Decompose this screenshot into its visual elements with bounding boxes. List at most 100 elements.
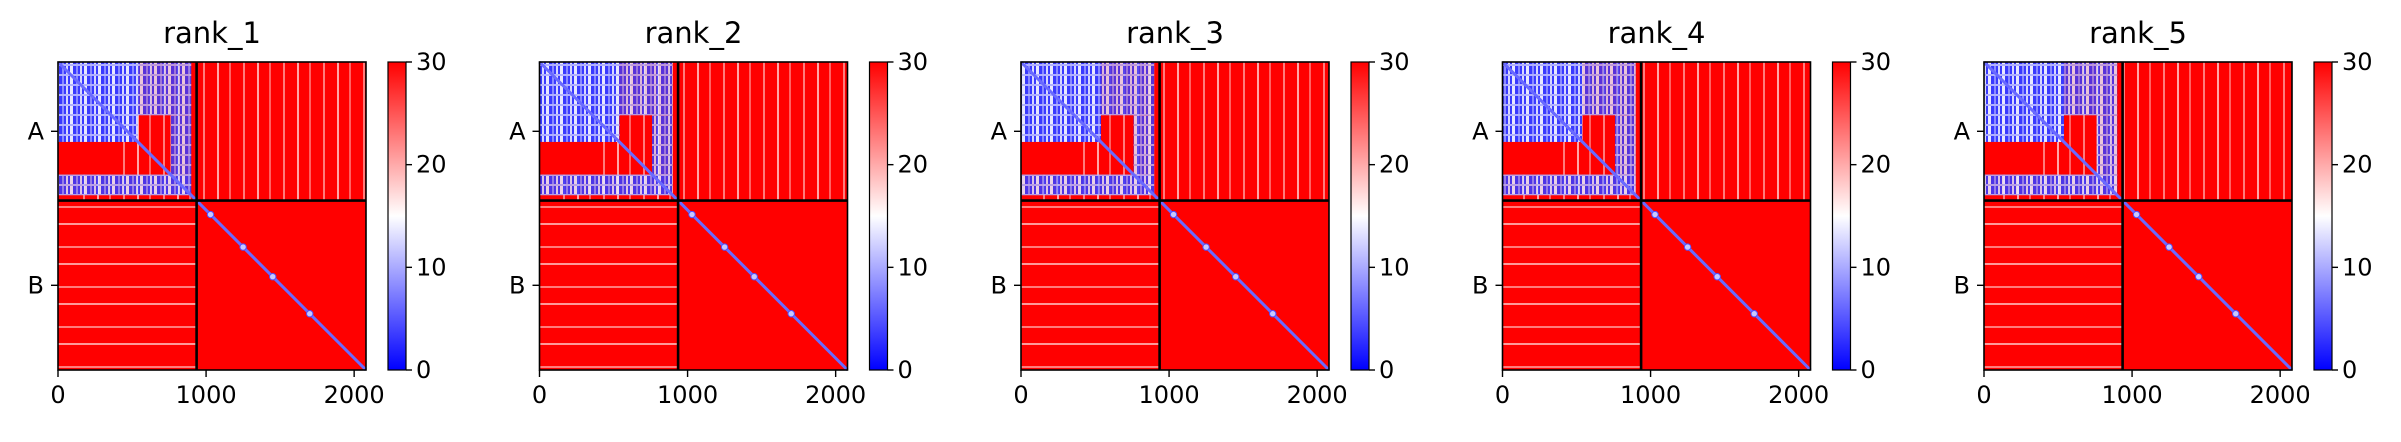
chain-a-upper-right [619,62,673,116]
chain-a-right-band [1615,115,1636,175]
diagonal-point-1 [206,210,215,219]
diagonal-point-3 [1232,273,1240,281]
diagonal-point-2 [720,243,729,251]
diagonal-point-2 [239,243,247,251]
chain-a-right-band [2096,115,2118,175]
heatmap-panel-3: rank_3 A B 0 1000 2000 0 10 20 30 [991,16,1410,409]
colorbar [868,61,889,371]
chain-a-gap [539,141,593,175]
colorbar-tick-label: 0 [898,356,913,384]
diagonal-point-1 [688,210,696,219]
colorbar-tick-label: 0 [416,356,431,384]
diagonal-point-3 [2195,273,2203,281]
panel-title: rank_3 [1126,16,1224,50]
chain-a-gap [1502,141,1556,175]
chain-a-bottom-band [1984,174,2118,196]
diagonal-point-4 [306,310,314,318]
x-tick-label: 0 [532,381,547,409]
chain-a-right-band [170,115,192,175]
x-tick-label: 2000 [1768,381,1829,409]
offdiag-stripes-lower [1021,200,1160,370]
y-tick-label: A [1954,117,1971,145]
colorbar-tick-label: 0 [2342,356,2357,384]
diagonal-point-1 [1169,210,1178,219]
chain-a-bottom-band [1021,174,1155,196]
diagonal-point-4 [787,310,795,318]
chain-a-bottom-band [1502,174,1636,196]
axes-frame [1020,61,1330,371]
heatmap-panel-5: rank_5 A B 0 1000 2000 0 10 20 30 [1954,16,2373,409]
diagonal-point-4 [1269,310,1277,318]
y-tick-label: B [28,271,44,299]
diagonal-point-2 [2165,243,2173,251]
colorbar [1831,61,1852,371]
colorbar-tick-label: 20 [1861,151,1892,179]
offdiag-stripes-lower [58,200,197,370]
offdiag-stripes-lower [539,200,679,370]
diagonal-point-2 [1202,243,1210,251]
chain-a-bottom-band [58,174,192,196]
chain-a-right-band [652,115,673,175]
colorbar [1350,61,1370,371]
y-tick-label: A [509,117,526,145]
x-tick-label: 1000 [1620,381,1681,409]
x-tick-label: 0 [50,381,65,409]
y-tick-label: B [509,271,525,299]
diagonal-point-3 [750,273,758,281]
chain-a-upper-right [137,62,192,116]
colorbar-tick-label: 10 [2342,253,2373,281]
x-tick-label: 0 [1013,381,1028,409]
heatmap-panel-1: rank_1 A B 0 1000 2000 0 10 20 30 [28,16,447,409]
x-tick-label: 2000 [805,381,866,409]
chain-a-gap [58,141,112,175]
panel-title: rank_2 [645,16,743,50]
x-tick-label: 0 [1976,381,1991,409]
colorbar-tick-label: 0 [1861,356,1876,384]
y-tick-label: A [1472,117,1489,145]
y-tick-label: B [1954,271,1970,299]
panel-title: rank_4 [1608,16,1706,50]
axes-frame [57,61,367,371]
offdiag-stripes-lower [1502,200,1642,370]
panel-title: rank_1 [163,16,261,50]
x-tick-label: 1000 [176,381,237,409]
y-tick-label: B [1472,271,1488,299]
colorbar-tick-label: 30 [416,48,447,76]
chain-a-upper-right [2063,62,2118,116]
colorbar-tick-label: 30 [2342,48,2373,76]
diagonal-point-1 [2132,210,2141,219]
chain-a-upper-right [1582,62,1636,116]
axes-frame [538,61,849,371]
colorbar-tick-label: 30 [1379,48,1410,76]
x-tick-label: 2000 [2250,381,2311,409]
colorbar-tick-label: 0 [1379,356,1394,384]
y-tick-label: A [28,117,45,145]
colorbar-tick-label: 20 [898,151,929,179]
chain-a-gap [1021,141,1075,175]
x-tick-label: 1000 [2102,381,2163,409]
diagonal-point-4 [2232,310,2240,318]
x-tick-label: 2000 [324,381,385,409]
colorbar-tick-label: 10 [416,253,447,281]
colorbar-tick-label: 10 [1379,253,1410,281]
colorbar-tick-label: 20 [2342,151,2373,179]
colorbar-tick-label: 10 [1861,253,1892,281]
offdiag-stripes-lower [1984,200,2123,370]
chain-a-upper-right [1100,62,1155,116]
colorbar-tick-label: 20 [416,151,447,179]
colorbar [2313,61,2333,371]
heatmap-panel-4: rank_4 A B 0 1000 2000 0 10 20 30 [1472,16,1891,409]
colorbar-tick-label: 30 [898,48,929,76]
y-tick-label: B [991,271,1007,299]
diagonal-point-3 [269,273,277,281]
colorbar-tick-label: 20 [1379,151,1410,179]
colorbar-tick-label: 30 [1861,48,1892,76]
diagonal-point-3 [1713,273,1721,281]
x-tick-label: 1000 [1139,381,1200,409]
x-tick-label: 1000 [657,381,718,409]
diagonal-point-1 [1651,210,1659,219]
x-tick-label: 0 [1495,381,1510,409]
diagonal-point-4 [1750,310,1758,318]
y-tick-label: A [991,117,1008,145]
